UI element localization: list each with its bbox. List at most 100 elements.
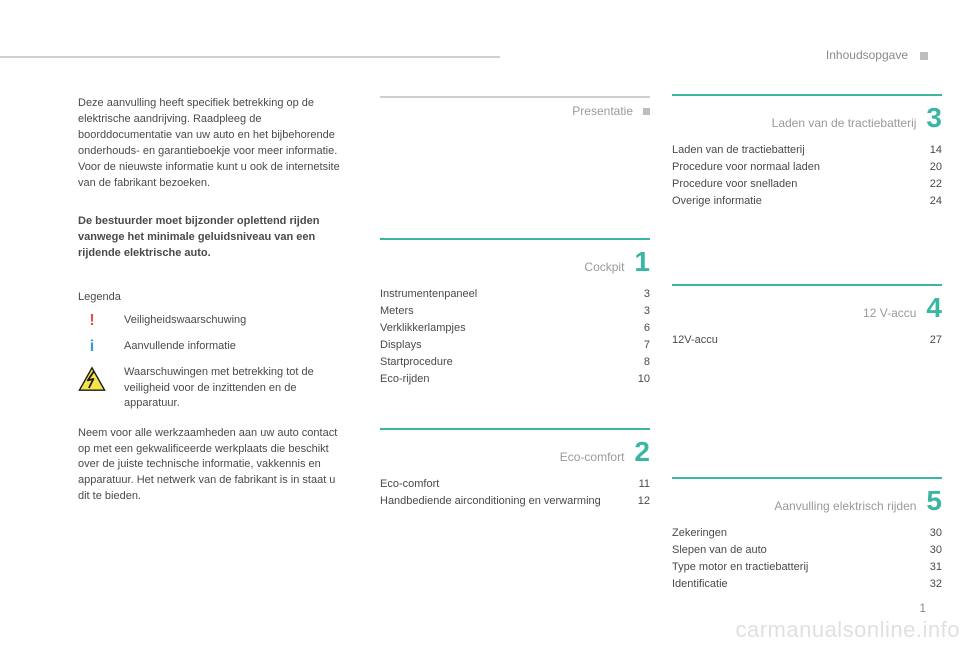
section-rule: [672, 94, 942, 96]
toc-section: 12 V-accu4 12V-accu27: [672, 284, 942, 349]
toc-line: Procedure voor snelladen22: [672, 176, 942, 193]
toc-page: 27: [918, 332, 942, 349]
legend-row-info: i Aanvullende informatie: [78, 339, 348, 355]
toc-line: Handbediende airconditioning en verwarmi…: [380, 493, 650, 510]
section-rule: [672, 477, 942, 479]
toc-label: Identificatie: [672, 576, 918, 593]
header-square-icon: [920, 52, 928, 60]
exclamation-icon: !: [78, 313, 106, 329]
toc-page: 11: [626, 476, 650, 493]
toc-label: Overige informatie: [672, 193, 918, 210]
electric-warning-icon: [78, 365, 106, 393]
toc-line: Eco-rijden10: [380, 371, 650, 388]
toc-section: Cockpit1Instrumentenpaneel3Meters3Verkli…: [380, 238, 650, 388]
toc-column-mid: Presentatie Cockpit 1 Instrumentenpaneel3Me…: [380, 96, 650, 530]
toc-line: Verklikkerlampjes6: [380, 320, 650, 337]
toc-label: Procedure voor normaal laden: [672, 159, 918, 176]
toc-page: 7: [626, 337, 650, 354]
toc-label: Type motor en tractiebatterij: [672, 559, 918, 576]
intro-paragraph-2: De bestuurder moet bijzonder oplettend r…: [78, 214, 348, 262]
toc-label: Handbediende airconditioning en verwarmi…: [380, 493, 626, 510]
section-title: Eco-comfort: [560, 450, 625, 464]
watermark: carmanualsonline.info: [735, 617, 960, 643]
toc-page: 14: [918, 142, 942, 159]
toc-label: Slepen van de auto: [672, 542, 918, 559]
toc-line: Procedure voor normaal laden20: [672, 159, 942, 176]
toc-page: 6: [626, 320, 650, 337]
section-head: 12 V-accu4: [672, 292, 942, 324]
section-number: 3: [926, 102, 942, 134]
toc-label: Startprocedure: [380, 354, 626, 371]
toc-label: 12V-accu: [672, 332, 918, 349]
legend-text-info: Aanvullende informatie: [124, 339, 236, 354]
legend-text-safety: Veiligheidswaarschuwing: [124, 313, 246, 328]
toc-line: Type motor en tractiebatterij31: [672, 559, 942, 576]
toc-section: Presentatie: [380, 96, 650, 118]
section-rule: [380, 428, 650, 430]
toc-page: 3: [626, 303, 650, 320]
toc-line: Laden van de tractiebatterij14: [672, 142, 942, 159]
toc-label: Meters: [380, 303, 626, 320]
toc-page: 20: [918, 159, 942, 176]
section-number: 4: [926, 292, 942, 324]
toc-page: 8: [626, 354, 650, 371]
toc-line: Displays7: [380, 337, 650, 354]
header-label: Inhoudsopgave: [826, 48, 908, 62]
toc-line: 12V-accu27: [672, 332, 942, 349]
toc-label: Laden van de tractiebatterij: [672, 142, 918, 159]
section-title: Aanvulling elektrisch rijden: [774, 499, 916, 513]
section-title: Cockpit: [584, 260, 624, 274]
toc-line: Startprocedure8: [380, 354, 650, 371]
intro-paragraph-1: Deze aanvulling heeft specifiek betrekki…: [78, 96, 348, 192]
section-title: Presentatie: [572, 104, 633, 118]
toc-line: Zekeringen30: [672, 525, 942, 542]
intro-paragraph-3: Neem voor alle werkzaamheden aan uw auto…: [78, 426, 348, 506]
toc-line: Identificatie32: [672, 576, 942, 593]
toc-page: 24: [918, 193, 942, 210]
toc-line: Overige informatie24: [672, 193, 942, 210]
legend-row-warning: Waarschuwingen met betrekking tot de vei…: [78, 365, 348, 411]
section-number: 2: [634, 436, 650, 468]
toc-label: Eco-comfort: [380, 476, 626, 493]
toc-line: Slepen van de auto30: [672, 542, 942, 559]
toc-page: 30: [918, 525, 942, 542]
section-dot-icon: [643, 108, 650, 115]
toc-page: 22: [918, 176, 942, 193]
section-head: Aanvulling elektrisch rijden 5: [672, 485, 942, 517]
toc-section: Laden van de tractiebatterij3Laden van d…: [672, 94, 942, 210]
toc-label: Verklikkerlampjes: [380, 320, 626, 337]
legend-text-warning: Waarschuwingen met betrekking tot de vei…: [124, 365, 348, 411]
section-head: Laden van de tractiebatterij 3: [672, 102, 942, 134]
legenda-title: Legenda: [78, 291, 348, 303]
toc-column-right: Laden van de tractiebatterij3Laden van d…: [672, 96, 942, 613]
toc-label: Instrumentenpaneel: [380, 286, 626, 303]
info-icon: i: [78, 339, 106, 355]
toc-label: Procedure voor snelladen: [672, 176, 918, 193]
toc-page: 31: [918, 559, 942, 576]
toc-section: Eco-comfort 2 Eco-comfort11Handbediende ai…: [380, 428, 650, 510]
toc-line: Instrumentenpaneel3: [380, 286, 650, 303]
section-rule: [380, 238, 650, 240]
toc-page: 10: [626, 371, 650, 388]
toc-line: Eco-comfort11: [380, 476, 650, 493]
page: Inhoudsopgave Deze aanvulling heeft spec…: [0, 0, 960, 649]
top-rule: [0, 56, 500, 58]
intro-column: Deze aanvulling heeft specifiek betrekki…: [78, 96, 348, 505]
section-head: Eco-comfort 2: [380, 436, 650, 468]
toc-label: Displays: [380, 337, 626, 354]
toc-section: Aanvulling elektrisch rijden 5 Zekeringen3…: [672, 477, 942, 593]
page-number: 1: [919, 601, 926, 615]
section-head: Cockpit 1: [380, 246, 650, 278]
section-rule: [672, 284, 942, 286]
legend-row-safety: ! Veiligheidswaarschuwing: [78, 313, 348, 329]
toc-label: Eco-rijden: [380, 371, 626, 388]
section-number: 5: [926, 485, 942, 517]
section-title: Laden van de tractiebatterij: [772, 116, 917, 130]
toc-page: 3: [626, 286, 650, 303]
section-number: 1: [634, 246, 650, 278]
section-rule: [380, 96, 650, 98]
section-head: Presentatie: [380, 104, 650, 118]
toc-line: Meters3: [380, 303, 650, 320]
toc-page: 30: [918, 542, 942, 559]
toc-label: Zekeringen: [672, 525, 918, 542]
